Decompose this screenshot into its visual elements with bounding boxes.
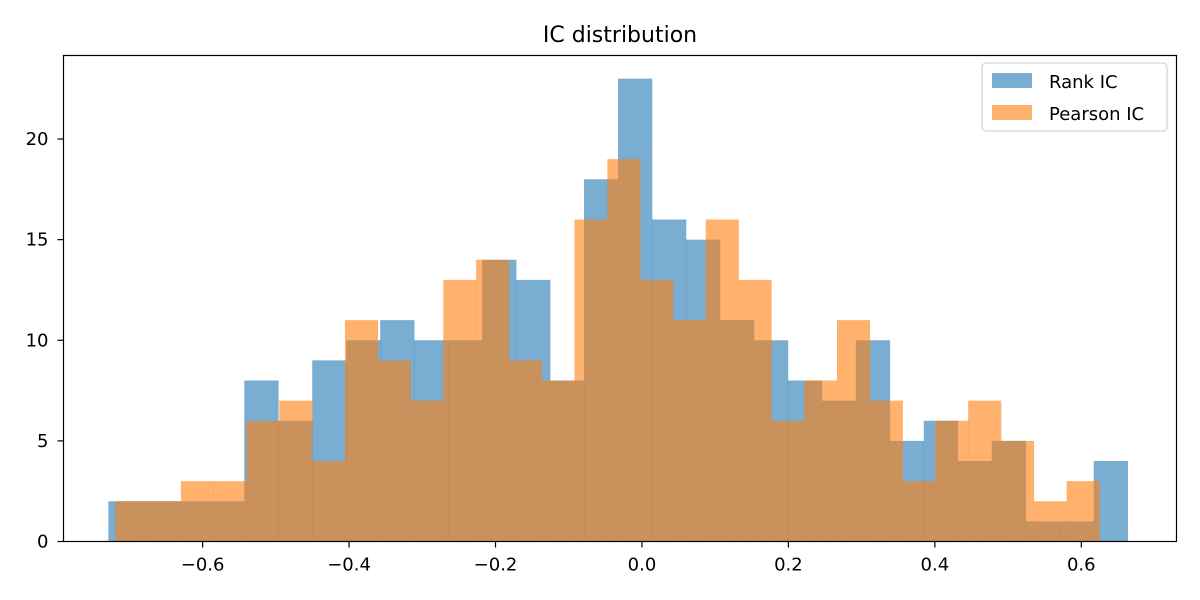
histogram-bar-pearson-ic <box>279 400 313 542</box>
histogram-bar-pearson-ic <box>476 259 510 542</box>
x-tick-label: −0.2 <box>474 555 518 576</box>
histogram-bar-pearson-ic <box>574 219 608 542</box>
x-tick-label: 0.6 <box>1067 555 1096 576</box>
x-tick-label: 0.2 <box>774 555 803 576</box>
histogram-bar-pearson-ic <box>1000 440 1035 542</box>
histogram-bar-pearson-ic <box>902 481 936 542</box>
y-tick-label: 0 <box>37 532 48 553</box>
histogram-bar-pearson-ic <box>180 481 214 542</box>
histogram-bar-pearson-ic <box>771 420 805 542</box>
histogram-bar-pearson-ic <box>607 159 641 542</box>
plot-frame <box>62 54 1178 543</box>
histogram-bar-pearson-ic <box>705 219 739 542</box>
y-tick-label: 20 <box>26 129 49 150</box>
histogram-bar-pearson-ic <box>443 279 477 542</box>
ticks-layer: −0.6 −0.4 −0.2 0.0 0.2 0.4 0.6 0 5 10 15 20 <box>26 129 1096 575</box>
histogram-bar-pearson-ic <box>508 360 543 542</box>
histogram-bar-pearson-ic <box>344 320 378 542</box>
legend-label-rank-ic: Rank IC <box>1049 72 1118 93</box>
histogram-bar-pearson-ic <box>312 461 346 542</box>
histogram-bar-pearson-ic <box>935 420 969 542</box>
histogram-bar-pearson-ic <box>410 400 444 542</box>
y-tick-label: 15 <box>26 230 49 251</box>
x-tick-label: −0.4 <box>327 555 371 576</box>
histogram-bar-pearson-ic <box>640 279 674 542</box>
histogram-bar-pearson-ic <box>672 320 707 542</box>
histogram-bar-pearson-ic <box>213 481 247 542</box>
legend: Rank IC Pearson IC <box>981 62 1168 132</box>
legend-swatch-pearson-ic <box>992 105 1032 120</box>
histogram-bar-pearson-ic <box>1066 481 1100 542</box>
histogram-bar-pearson-ic <box>968 400 1002 542</box>
histogram-bar-pearson-ic <box>1033 501 1067 542</box>
histogram-bar-pearson-ic <box>804 380 838 542</box>
x-tick-label: −0.6 <box>181 555 225 576</box>
legend-swatch-rank-ic <box>992 73 1032 88</box>
histogram-bar-pearson-ic <box>377 360 411 542</box>
histogram-bar-pearson-ic <box>148 501 182 542</box>
histogram-bar-pearson-ic <box>246 420 280 542</box>
histogram-bar-pearson-ic <box>115 501 149 542</box>
histogram-bar-pearson-ic <box>541 380 575 542</box>
y-tick-label: 10 <box>26 330 49 351</box>
x-tick-label: 0.4 <box>921 555 950 576</box>
y-tick-label: 5 <box>37 431 48 452</box>
chart-title: IC distribution <box>543 23 697 48</box>
x-tick-label: 0.0 <box>628 555 657 576</box>
bars-layer <box>108 78 1128 542</box>
histogram-bar-pearson-ic <box>869 400 903 542</box>
legend-label-pearson-ic: Pearson IC <box>1049 104 1144 125</box>
histogram-bar-pearson-ic <box>836 320 871 542</box>
histogram-bar-pearson-ic <box>738 279 772 542</box>
